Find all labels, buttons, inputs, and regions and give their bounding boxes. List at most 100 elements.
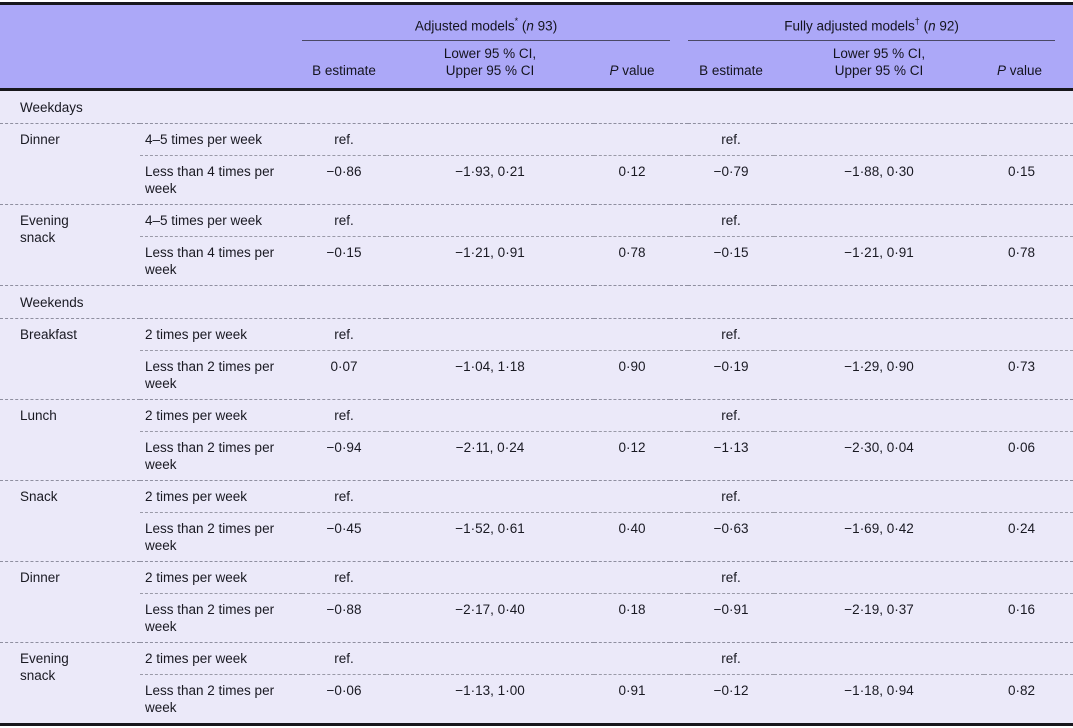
b-estimate-value: −0·19 [688, 349, 775, 399]
frequency-label: 4–5 times per week [140, 123, 302, 155]
ci-value [774, 398, 985, 431]
table-row: Less than 2 times per week −0·94 −2·11, … [0, 430, 1073, 480]
meal-label: Dinner [0, 560, 140, 642]
p-value: 0·78 [594, 235, 671, 285]
b-estimate-value: ref. [688, 479, 775, 512]
p-value [984, 641, 1073, 674]
p-value [984, 560, 1073, 593]
table-row: Less than 2 times per week −0·88 −2·17, … [0, 592, 1073, 642]
ci-value [386, 203, 594, 236]
b-estimate-value: −0·91 [688, 592, 775, 642]
p-value: 0·78 [984, 235, 1073, 285]
meal-label: Snack [0, 479, 140, 561]
b-estimate-value: −0·94 [302, 430, 386, 480]
b-estimate-column-header: B estimate [688, 40, 775, 89]
p-value: 0·18 [594, 592, 671, 642]
frequency-label: Less than 2 times per week [140, 430, 302, 480]
ci-value [774, 560, 985, 593]
p-value [594, 203, 671, 236]
table-row: Less than 4 times per week −0·86 −1·93, … [0, 154, 1073, 204]
b-estimate-value: ref. [302, 641, 386, 674]
b-estimate-value: ref. [688, 203, 775, 236]
section-row-weekdays: Weekdays [0, 89, 1073, 124]
ci-value [774, 479, 985, 512]
p-value: 0·73 [984, 349, 1073, 399]
empty-header-cell [140, 3, 302, 41]
frequency-label: 4–5 times per week [140, 203, 302, 236]
fully-adjusted-models-group-header: Fully adjusted models† (n 92) [688, 3, 1073, 41]
meal-label: Dinner [0, 123, 140, 204]
table-body: Weekdays Dinner 4–5 times per week ref. … [0, 89, 1073, 724]
p-value: 0·40 [594, 511, 671, 561]
empty-header-cell [140, 40, 302, 89]
b-estimate-value: ref. [302, 203, 386, 236]
ci-value: −1·93, 0·21 [386, 154, 594, 204]
column-gap [670, 511, 689, 561]
p-value: 0·82 [984, 673, 1073, 724]
column-gap [670, 203, 689, 236]
ci-value: −1·52, 0·61 [386, 511, 594, 561]
ci-value: −1·21, 0·91 [774, 235, 985, 285]
table-row: Dinner 4–5 times per week ref. ref. [0, 123, 1073, 204]
b-estimate-value: −0·79 [688, 154, 775, 204]
b-estimate-value: −0·15 [302, 235, 386, 285]
column-gap [670, 3, 689, 41]
p-value: 0·15 [984, 154, 1073, 204]
ci-value [386, 560, 594, 593]
b-estimate-value: −0·86 [302, 154, 386, 204]
b-estimate-value: ref. [302, 479, 386, 512]
column-gap [670, 318, 689, 350]
p-value [594, 641, 671, 674]
ci-value [386, 641, 594, 674]
meal-label: Evening snack [0, 641, 140, 724]
ci-value: −2·17, 0·40 [386, 592, 594, 642]
b-estimate-value: −0·06 [302, 673, 386, 724]
b-estimate-value: −0·12 [688, 673, 775, 724]
asterisk-footnote-marker: * [514, 16, 519, 26]
meal-label: Lunch [0, 398, 140, 480]
frequency-label: Less than 2 times per week [140, 592, 302, 642]
column-gap [670, 560, 689, 593]
p-value: 0·12 [594, 154, 671, 204]
table-row: Snack 2 times per week ref. ref. [0, 479, 1073, 561]
frequency-label: Less than 2 times per week [140, 511, 302, 561]
ci-value [386, 398, 594, 431]
table-header: Adjusted models* (n 93) Fully adjusted m… [0, 3, 1073, 89]
b-estimate-value: ref. [302, 398, 386, 431]
p-value: 0·16 [984, 592, 1073, 642]
table-row: Lunch 2 times per week ref. ref. [0, 398, 1073, 480]
ci-value [386, 123, 594, 155]
p-value: 0·91 [594, 673, 671, 724]
p-value [984, 479, 1073, 512]
adjusted-models-group-header: Adjusted models* (n 93) [302, 3, 671, 41]
b-estimate-value: ref. [688, 560, 775, 593]
b-estimate-value: ref. [688, 123, 775, 155]
b-estimate-value: −1·13 [688, 430, 775, 480]
frequency-label: Less than 2 times per week [140, 349, 302, 399]
p-value [594, 398, 671, 431]
table-row: Breakfast 2 times per week ref. ref. [0, 318, 1073, 399]
b-estimate-value: −0·15 [688, 235, 775, 285]
ci-column-header: Lower 95 % CI, Upper 95 % CI [386, 40, 594, 89]
ci-value [774, 318, 985, 350]
ci-value [386, 479, 594, 512]
column-gap [670, 398, 689, 431]
frequency-label: 2 times per week [140, 398, 302, 431]
ci-column-header: Lower 95 % CI, Upper 95 % CI [774, 40, 985, 89]
p-value [594, 560, 671, 593]
ci-value: −1·04, 1·18 [386, 349, 594, 399]
ci-value: −2·30, 0·04 [774, 430, 985, 480]
p-value [984, 398, 1073, 431]
ci-value: −1·69, 0·42 [774, 511, 985, 561]
frequency-label: 2 times per week [140, 560, 302, 593]
column-gap [670, 349, 689, 399]
p-value [594, 479, 671, 512]
empty-header-cell [0, 3, 140, 41]
p-value: 0·24 [984, 511, 1073, 561]
ci-value: −1·88, 0·30 [774, 154, 985, 204]
meal-label: Evening snack [0, 203, 140, 285]
frequency-label: 2 times per week [140, 318, 302, 350]
ci-value: −2·19, 0·37 [774, 592, 985, 642]
section-row-weekends: Weekends [0, 284, 1073, 319]
section-label: Weekends [0, 284, 1073, 319]
